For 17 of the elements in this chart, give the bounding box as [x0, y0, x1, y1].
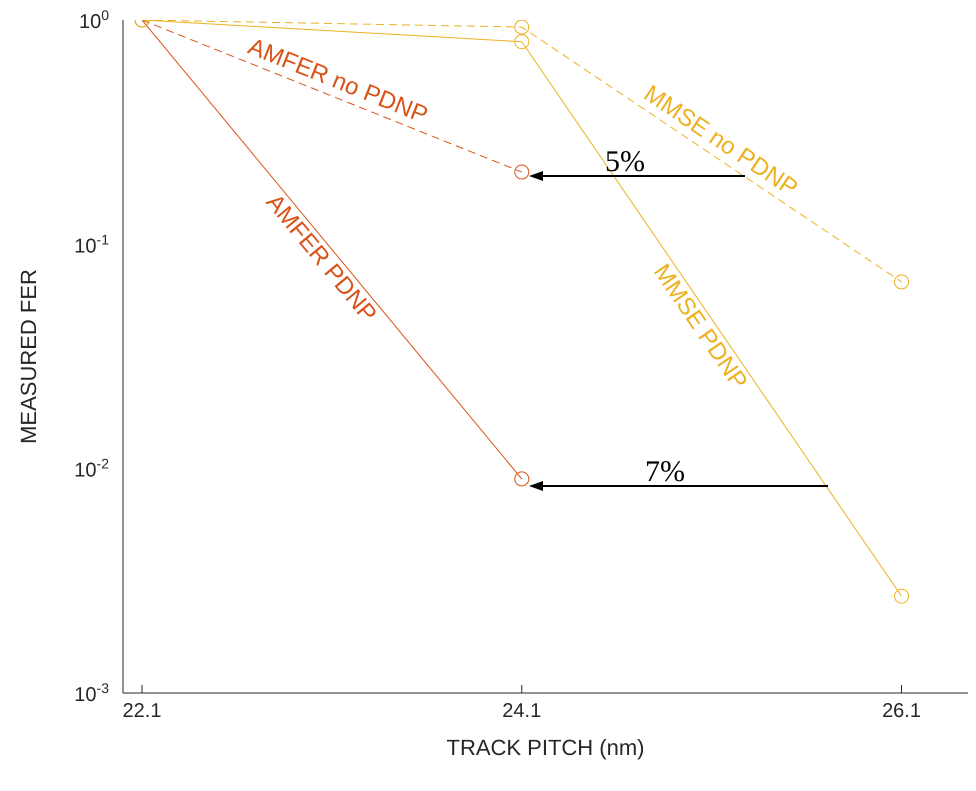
x-axis-title: TRACK PITCH (nm): [446, 735, 644, 760]
point: [514, 164, 530, 180]
x-tick-label: 24.1: [502, 700, 542, 722]
annotation: 7%: [645, 455, 685, 488]
y-tick-label: 10$^{-2}$: [74, 456, 110, 482]
y-tick-label: 10$^{0}$: [78, 7, 110, 33]
x-tick-label: 22.1: [122, 700, 162, 722]
point: [514, 20, 530, 35]
point: [514, 471, 530, 486]
y-tick-label: 10$^{-3}$: [74, 680, 110, 706]
point: [894, 274, 910, 290]
x-tick-label: 26.1: [882, 700, 922, 722]
y-axis-title: MEASURED FER: [16, 269, 41, 444]
point: [514, 34, 530, 50]
annotation: 5%: [605, 145, 645, 178]
y-tick-label: 10$^{-1}$: [74, 231, 110, 258]
point: [894, 588, 910, 604]
